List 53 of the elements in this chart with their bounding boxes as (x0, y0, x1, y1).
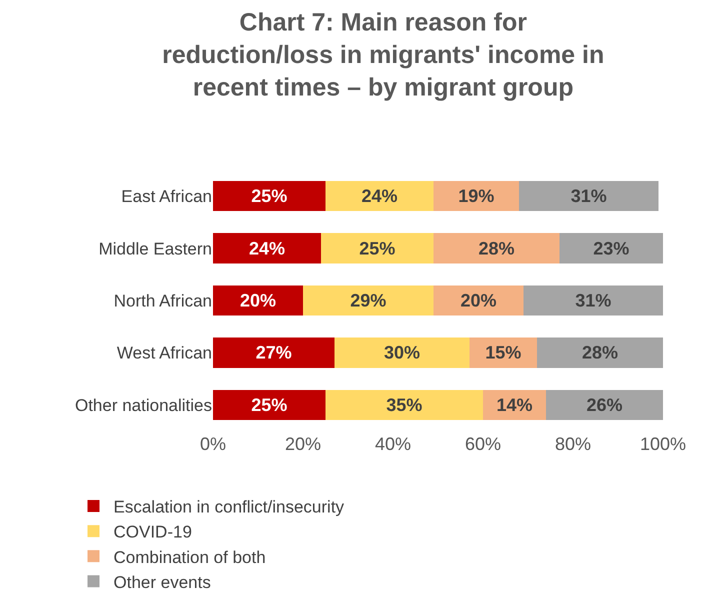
bar (303, 285, 434, 316)
bar (334, 338, 470, 368)
x-tick-label: 40% (374, 434, 412, 454)
data-label: 28% (582, 342, 618, 363)
y-tick-label: Middle Eastern (98, 239, 212, 258)
data-label: 26% (586, 394, 623, 415)
bar (434, 285, 524, 316)
data-label: 24% (361, 186, 398, 206)
data-label: 23% (593, 238, 630, 258)
bar (213, 390, 326, 420)
bar (326, 180, 434, 212)
y-tick-label: Other nationalities (74, 396, 212, 415)
data-label: 31% (575, 290, 612, 310)
data-label: 25% (251, 186, 288, 206)
bar (519, 180, 658, 212)
data-label: 19% (458, 186, 494, 206)
data-label: 14% (496, 394, 533, 415)
bar (213, 180, 326, 212)
legend-label: Other events (114, 572, 211, 592)
data-label: 28% (478, 238, 515, 258)
bar (213, 285, 303, 316)
data-label: 15% (485, 342, 522, 363)
data-label: 30% (384, 342, 420, 363)
data-label: 27% (256, 342, 292, 363)
chart-title: Chart 7: Main reason for reduction/loss in migrants' income in recent times – by migrant group (162, 8, 604, 102)
bar (213, 233, 321, 264)
data-label: 24% (248, 238, 286, 258)
x-tick-label: 20% (284, 434, 322, 454)
x-tick-label: 80% (554, 434, 592, 454)
bar (213, 338, 334, 368)
bar (326, 390, 483, 420)
data-label: 20% (240, 290, 276, 310)
y-tick-label: North African (114, 291, 212, 310)
bar (321, 233, 434, 264)
x-tick-label: 60% (464, 434, 502, 454)
bar (434, 233, 560, 264)
bar (524, 285, 663, 316)
bar (537, 338, 663, 368)
x-tick-label: 100% (640, 434, 686, 454)
data-label: 35% (386, 394, 422, 415)
y-tick-label: West African (116, 344, 212, 363)
bar (546, 390, 663, 420)
data-label: 29% (350, 290, 386, 310)
legend-label: COVID-19 (114, 522, 192, 542)
legend-label: Escalation in conflict/insecurity (114, 498, 345, 517)
x-tick-label: 0% (200, 434, 226, 454)
data-label: 31% (570, 186, 607, 206)
bar (560, 233, 663, 264)
data-label: 25% (359, 238, 396, 258)
data-label: 20% (460, 290, 497, 310)
data-label: 25% (251, 394, 288, 415)
legend-label: Combination of both (114, 548, 266, 567)
y-tick-label: East African (121, 187, 212, 206)
